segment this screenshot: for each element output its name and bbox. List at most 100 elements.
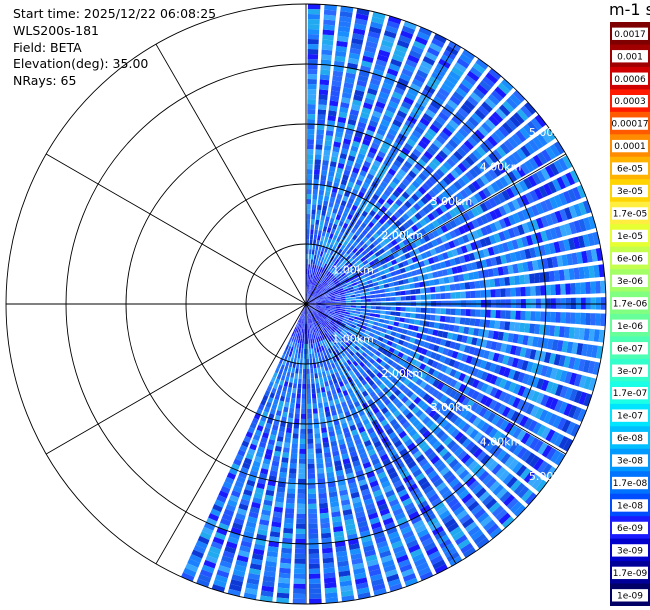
ray-bin: [555, 284, 561, 295]
ray-bin: [458, 326, 465, 334]
ray-bin: [511, 168, 522, 180]
ray-bin: [244, 526, 256, 534]
ray-bin: [439, 418, 449, 428]
ray-bin: [492, 195, 502, 206]
ray-bin: [335, 308, 341, 311]
ray-bin: [251, 438, 259, 446]
ray-bin: [269, 536, 280, 543]
ray-bin: [546, 338, 554, 350]
ray-bin: [480, 226, 489, 236]
ray-bin: [428, 437, 438, 447]
ray-bin: [385, 25, 399, 34]
colorbar-tick-label: 0.00017: [611, 120, 648, 130]
colorbar-tick-label: 3e-07: [617, 367, 643, 377]
ray-bin: [319, 295, 325, 298]
azimuth-line: [155, 43, 307, 305]
ray-bin: [412, 40, 426, 50]
ray-bin: [340, 309, 346, 312]
ray-bin: [301, 343, 304, 349]
ray-bin: [521, 208, 531, 220]
ray-bin: [368, 379, 375, 387]
ray-bin: [405, 295, 411, 301]
ray-bin: [319, 341, 323, 347]
ray-bin: [315, 305, 321, 307]
ray-bin: [362, 365, 369, 372]
ray-bin: [308, 289, 310, 295]
ray-bin: [350, 171, 358, 179]
ray-bin: [275, 440, 283, 447]
ray-bin: [325, 285, 330, 289]
ray-bin: [485, 224, 493, 235]
ray-bin: [317, 204, 322, 211]
ray-bin: [322, 547, 333, 554]
ray-bin: [495, 288, 501, 298]
ray-bin: [306, 289, 308, 295]
ray-bin: [341, 264, 347, 270]
ray-bin: [549, 162, 560, 176]
ray-bin: [389, 194, 398, 202]
ray-bin: [316, 124, 325, 130]
ray-bin: [334, 323, 340, 328]
ray-bin: [513, 482, 526, 495]
ray-bin: [492, 330, 499, 340]
ray-bin: [430, 555, 444, 565]
ray-bin: [372, 395, 380, 402]
ray-bin: [348, 482, 358, 489]
ray-bin: [298, 318, 302, 323]
ray-bin: [308, 503, 317, 509]
ray-bin: [489, 278, 496, 288]
ray-bin: [361, 435, 370, 443]
ray-bin: [429, 123, 440, 134]
ray-bin: [440, 384, 449, 393]
ray-bin: [382, 458, 392, 466]
ray-bin: [436, 382, 445, 391]
ray-bin: [297, 483, 306, 489]
ray-bin: [248, 568, 261, 576]
ray-bin: [447, 497, 459, 508]
ray-bin: [519, 274, 526, 285]
ray-bin: [229, 531, 241, 540]
ray-bin: [359, 275, 366, 280]
ray-bin: [313, 363, 317, 369]
ray-bin: [482, 269, 489, 278]
ray-bin: [457, 420, 467, 430]
ray-bin: [374, 290, 381, 294]
ray-bin: [449, 154, 460, 164]
ray-bin: [341, 338, 347, 344]
ray-bin: [350, 42, 363, 50]
ray-bin: [561, 419, 572, 433]
ray-bin: [369, 517, 380, 525]
ray-bin: [402, 341, 409, 348]
ray-bin: [309, 290, 313, 295]
ray-bin: [343, 82, 354, 89]
ray-bin: [340, 351, 346, 357]
ray-bin: [272, 511, 283, 518]
ray-bin: [375, 350, 382, 357]
ray-bin: [320, 317, 325, 322]
ray-bin: [476, 537, 490, 549]
ray-bin: [588, 265, 595, 278]
ray-bin: [529, 247, 537, 258]
ray-bin: [480, 309, 486, 318]
ray-bin: [239, 444, 248, 453]
ray-bin: [390, 271, 397, 277]
ray-bin: [307, 408, 312, 414]
ray-bin: [262, 394, 269, 402]
ray-bin: [241, 440, 250, 448]
ray-bin: [306, 159, 313, 165]
ray-bin: [324, 310, 330, 313]
ray-bin: [315, 453, 323, 459]
ray-bin: [368, 270, 375, 276]
ray-bin: [423, 365, 431, 373]
ray-bin: [531, 260, 539, 271]
ray-bin: [295, 327, 298, 333]
ray-bin: [296, 393, 301, 399]
ray-bin: [310, 318, 313, 324]
ray-bin: [510, 345, 517, 355]
ray-bin: [301, 328, 304, 334]
ray-bin: [336, 193, 343, 200]
ray-bin: [455, 465, 466, 476]
ray-bin: [288, 473, 297, 479]
ray-bin: [287, 340, 291, 346]
ray-bin: [586, 344, 594, 358]
